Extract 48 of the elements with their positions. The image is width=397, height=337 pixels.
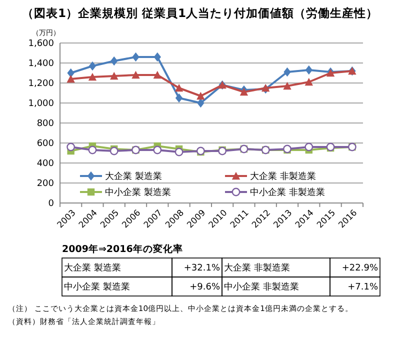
point bbox=[154, 52, 161, 62]
text: 中小企業 製造業 bbox=[64, 282, 130, 293]
point bbox=[88, 72, 97, 81]
legend-label: 大企業 非製造業 bbox=[250, 171, 316, 182]
point bbox=[197, 98, 204, 108]
chart-title: （図表1）企業規模別 従業員1人当たり付加価値額（労働生産性） bbox=[22, 6, 378, 20]
point bbox=[66, 142, 76, 152]
text: 大企業 製造業 bbox=[64, 262, 121, 274]
point bbox=[304, 142, 314, 152]
point bbox=[67, 68, 74, 78]
point bbox=[153, 70, 162, 79]
text: +7.1% bbox=[348, 282, 378, 293]
y-tick-label: 1,000 bbox=[28, 99, 54, 110]
y-tick-label: 600 bbox=[36, 139, 54, 150]
point bbox=[88, 146, 97, 154]
y-tick-label: 1,200 bbox=[28, 79, 54, 90]
point bbox=[66, 74, 75, 83]
point bbox=[196, 92, 205, 100]
point bbox=[283, 82, 292, 90]
point bbox=[88, 61, 96, 71]
text: +32.1% bbox=[184, 264, 220, 274]
y-tick-label: 800 bbox=[36, 119, 54, 130]
text: 大企業 非製造業 bbox=[224, 262, 290, 274]
y-tick-label: 1,600 bbox=[28, 39, 54, 50]
point bbox=[132, 70, 140, 79]
text: 中小企業 非製造業 bbox=[224, 282, 299, 293]
text: 2009年⇒2016年の変化率 bbox=[62, 243, 183, 255]
y-tick-label: 1,400 bbox=[28, 59, 54, 70]
y-tick-label: 400 bbox=[36, 159, 54, 170]
point bbox=[175, 93, 183, 103]
point bbox=[110, 72, 118, 80]
y-tick-label: 0 bbox=[48, 199, 54, 210]
legend-label: 大企業 製造業 bbox=[105, 171, 162, 182]
y-tick-label: 200 bbox=[36, 179, 54, 190]
legend-label: 中小企業 非製造業 bbox=[250, 187, 325, 198]
point bbox=[110, 56, 118, 66]
point bbox=[174, 148, 184, 156]
point bbox=[305, 65, 312, 75]
point bbox=[240, 88, 248, 96]
text: +22.9% bbox=[342, 264, 378, 274]
point bbox=[132, 52, 140, 62]
legend-label: 中小企業 製造業 bbox=[105, 187, 171, 198]
text: +9.6% bbox=[190, 282, 220, 293]
point bbox=[110, 146, 118, 156]
point bbox=[304, 78, 313, 86]
point bbox=[153, 146, 162, 154]
point bbox=[284, 67, 291, 77]
point bbox=[174, 84, 184, 92]
